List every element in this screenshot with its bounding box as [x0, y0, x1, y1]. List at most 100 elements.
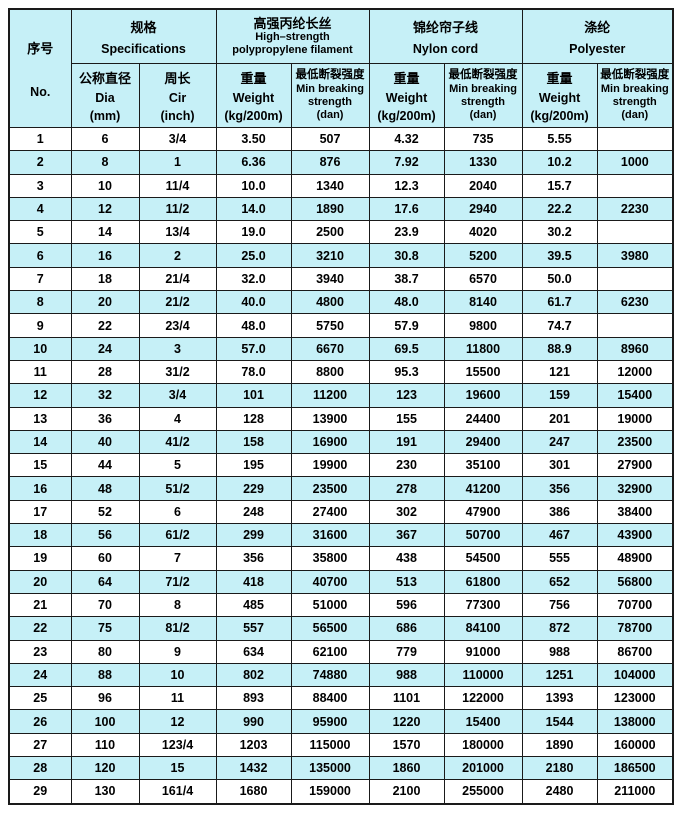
table-cell: 8 [138, 592, 217, 618]
sub-poly-strength-zh: 最低断裂强度 [600, 69, 670, 82]
table-cell: 1570 [368, 732, 445, 758]
table-cell: 15400 [443, 709, 523, 734]
table-cell: 1220 [368, 709, 445, 734]
table-cell: 54500 [443, 546, 523, 571]
table-cell: 61.7 [521, 290, 598, 315]
rope-specifications-table: 序号 No. 规格 Specifications 高强丙纶长丝 High–str… [8, 8, 675, 805]
table-cell: 61800 [443, 569, 523, 594]
table-cell: 7.92 [368, 150, 445, 175]
table-cell: 100 [70, 709, 140, 734]
table-cell: 2480 [521, 779, 598, 805]
table-cell: 41/2 [138, 429, 217, 455]
table-cell: 23500 [596, 429, 674, 455]
table-row: 18 56 61/2 299 31600 367 50700 467 43900 [8, 523, 674, 548]
sub-poly-strength-en1: Min breaking [600, 82, 669, 95]
table-row: 11 28 31/2 78.0 8800 95.3 15500 121 12000 [8, 359, 674, 385]
table-cell: 110000 [443, 662, 523, 688]
table-cell: 51/2 [138, 476, 217, 501]
table-header: 序号 No. 规格 Specifications 高强丙纶长丝 High–str… [8, 8, 674, 128]
table-cell: 9 [138, 639, 217, 664]
table-cell: 70 [70, 592, 140, 618]
group-poly-en: Polyester [569, 42, 626, 57]
table-cell: 19000 [596, 406, 674, 431]
table-cell: 5 [8, 220, 72, 245]
table-cell: 17.6 [368, 196, 445, 222]
table-cell: 735 [443, 126, 523, 152]
table-cell: 26 [8, 709, 72, 734]
group-nylon-zh: 锦纶帘子线 [413, 19, 479, 35]
table-cell: 160000 [596, 732, 674, 758]
group-spec-en: Specifications [101, 42, 186, 57]
table-cell: 11/4 [138, 173, 217, 198]
table-cell: 24 [8, 662, 72, 688]
table-cell: 12.3 [368, 173, 445, 198]
table-cell: 596 [368, 592, 445, 618]
table-row: 14 40 41/2 158 16900 191 29400 247 23500 [8, 429, 674, 455]
table-cell: 24 [70, 336, 140, 361]
table-cell [596, 173, 674, 198]
sub-cir-zh: 周长 [164, 71, 191, 86]
table-cell: 1203 [215, 732, 292, 758]
table-cell: 104000 [596, 662, 674, 688]
table-row: 15 44 5 195 19900 230 35100 301 27900 [8, 453, 674, 478]
table-cell: 1393 [521, 686, 598, 711]
table-cell [596, 220, 674, 245]
table-cell: 988 [368, 662, 445, 688]
table-row: 16 48 51/2 229 23500 278 41200 356 32900 [8, 476, 674, 501]
table-cell: 74880 [290, 662, 370, 688]
table-cell: 70700 [596, 592, 674, 618]
table-cell: 1544 [521, 709, 598, 734]
table-cell: 10 [138, 662, 217, 688]
table-row: 4 12 11/2 14.0 1890 17.6 2940 22.2 2230 [8, 196, 674, 222]
sub-header-row: 公称直径 Dia (mm) 周长 Cir (inch) 重量 Weigh [9, 63, 674, 128]
table-cell: 48.0 [215, 313, 292, 338]
table-cell: 41200 [443, 476, 523, 501]
table-cell: 35100 [443, 453, 523, 478]
table-cell: 22 [70, 313, 140, 338]
table-cell: 61/2 [138, 523, 217, 548]
table-row: 26 100 12 990 95900 1220 15400 1544 138000 [8, 709, 674, 734]
table-cell: 3/4 [138, 126, 217, 152]
table-cell: 5200 [443, 243, 523, 268]
table-cell: 876 [290, 150, 370, 175]
table-row: 6 16 2 25.0 3210 30.8 5200 39.5 3980 [8, 243, 674, 268]
table-cell: 15.7 [521, 173, 598, 198]
sub-header-nylon-weight: 重量 Weight (kg/200m) [368, 63, 445, 128]
table-cell: 1860 [368, 756, 445, 781]
table-cell: 1101 [368, 686, 445, 711]
table-cell: 71/2 [138, 569, 217, 594]
table-cell: 16900 [290, 429, 370, 455]
table-cell: 11 [8, 359, 72, 385]
table-row: 25 96 11 893 88400 1101 122000 1393 123000 [8, 686, 674, 711]
sub-pp-strength-zh: 最低断裂强度 [295, 69, 365, 82]
table-cell: 29400 [443, 429, 523, 455]
header-no-zh: 序号 [27, 41, 54, 56]
table-cell: 56 [70, 523, 140, 548]
table-cell: 12 [8, 383, 72, 408]
table-cell: 155 [368, 406, 445, 431]
table-cell: 6.36 [215, 150, 292, 175]
table-cell: 38400 [596, 499, 674, 525]
sub-poly-weight-zh: 重量 [546, 71, 573, 86]
table-cell: 88.9 [521, 336, 598, 361]
table-cell: 20 [8, 569, 72, 594]
sub-cir-unit: (inch) [160, 109, 195, 123]
sub-dia-en: Dia [95, 91, 115, 105]
table-cell: 247 [521, 429, 598, 455]
table-cell: 14 [70, 220, 140, 245]
table-cell: 18 [8, 523, 72, 548]
table-cell: 27 [8, 732, 72, 758]
table-cell: 191 [368, 429, 445, 455]
table-cell: 4 [8, 196, 72, 222]
table-cell: 301 [521, 453, 598, 478]
table-cell: 159 [521, 383, 598, 408]
group-pp-zh: 高强丙纶长丝 [253, 15, 332, 31]
table-cell: 96 [70, 686, 140, 711]
table-cell: 8 [70, 150, 140, 175]
table-cell: 5 [138, 453, 217, 478]
table-row: 20 64 71/2 418 40700 513 61800 652 56800 [8, 569, 674, 594]
table-cell: 120 [70, 756, 140, 781]
table-cell: 62100 [290, 639, 370, 664]
group-nylon-en: Nylon cord [412, 42, 479, 57]
table-cell: 988 [521, 639, 598, 664]
